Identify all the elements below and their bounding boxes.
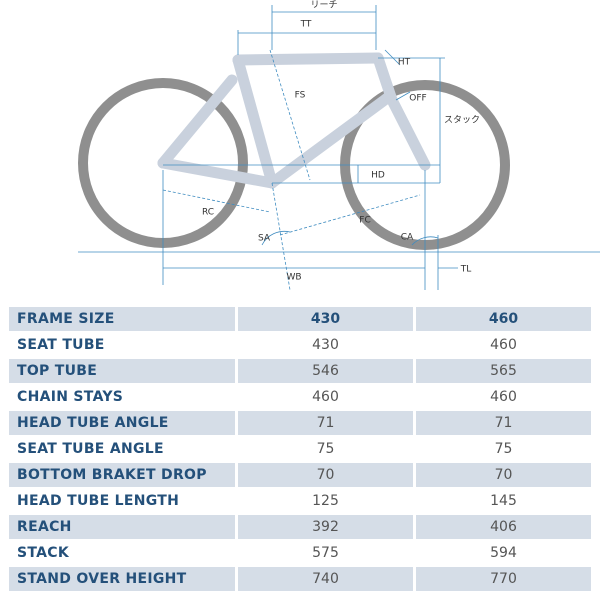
cell: 406: [416, 515, 591, 539]
table-row: SEAT TUBE ANGLE 75 75: [9, 437, 591, 461]
label: FC: [359, 216, 370, 226]
table-row: BOTTOM BRAKET DROP 70 70: [9, 463, 591, 487]
row-label: BOTTOM BRAKET DROP: [9, 463, 235, 487]
cell: 71: [416, 411, 591, 435]
cell: 75: [316, 441, 335, 457]
label: HT: [398, 58, 411, 68]
table-row: STAND OVER HEIGHT 740 770: [9, 567, 591, 591]
row-label: REACH: [9, 515, 235, 539]
dimension-lines: [78, 5, 600, 291]
cell: 75: [494, 441, 513, 457]
cell: 70: [238, 463, 413, 487]
row-label: TOP TUBE: [9, 359, 235, 383]
table-row: CHAIN STAYS 460 460: [9, 385, 591, 409]
table-row: SEAT TUBE 430 460: [9, 333, 591, 357]
cell: 460: [312, 389, 339, 405]
table-row: HEAD TUBE LENGTH 125 145: [9, 489, 591, 513]
cell: 546: [238, 359, 413, 383]
cell: 460: [416, 307, 591, 331]
label: CA: [401, 233, 414, 243]
row-label: SEAT TUBE ANGLE: [17, 441, 164, 457]
table-row: TOP TUBE 546 565: [9, 359, 591, 383]
cell: 430: [312, 337, 339, 353]
label: RC: [202, 208, 214, 218]
table-row: HEAD TUBE ANGLE 71 71: [9, 411, 591, 435]
row-label: HEAD TUBE LENGTH: [17, 493, 180, 509]
geometry-diagram: リーチ TT HT FS OFF スタック HD RC FC SA CA TL …: [78, 0, 600, 291]
cell: 70: [416, 463, 591, 487]
dimension-labels: リーチ TT HT FS OFF スタック HD RC FC SA CA TL …: [202, 0, 480, 283]
spec-table: FRAME SIZE 430 460 SEAT TUBE 430 460 TOP TUBE 5…: [6, 305, 594, 593]
row-label: SEAT TUBE: [17, 337, 105, 353]
label: OFF: [409, 94, 426, 104]
row-label: CHAIN STAYS: [17, 389, 124, 405]
label: TL: [460, 265, 472, 275]
frame: [157, 52, 431, 189]
cell: 740: [238, 567, 413, 591]
table-row: REACH 392 406: [9, 515, 591, 539]
cell: 125: [312, 493, 339, 509]
label: SA: [258, 234, 271, 244]
cell: 460: [490, 389, 517, 405]
row-label: STACK: [17, 545, 70, 561]
cell: 770: [416, 567, 591, 591]
cell: 565: [416, 359, 591, 383]
label: FS: [295, 91, 306, 101]
label: スタック: [444, 115, 480, 126]
cell: 145: [490, 493, 517, 509]
label: WB: [286, 273, 301, 283]
row-label: STAND OVER HEIGHT: [9, 567, 235, 591]
label: リーチ: [310, 0, 337, 11]
cell: 430: [238, 307, 413, 331]
table-row: FRAME SIZE 430 460: [9, 307, 591, 331]
table-row: STACK 575 594: [9, 541, 591, 565]
row-label: HEAD TUBE ANGLE: [9, 411, 235, 435]
cell: 392: [238, 515, 413, 539]
cell: 575: [312, 545, 339, 561]
label: HD: [371, 171, 385, 181]
row-label: FRAME SIZE: [9, 307, 235, 331]
label: TT: [300, 20, 312, 30]
cell: 460: [490, 337, 517, 353]
cell: 594: [490, 545, 517, 561]
cell: 71: [238, 411, 413, 435]
